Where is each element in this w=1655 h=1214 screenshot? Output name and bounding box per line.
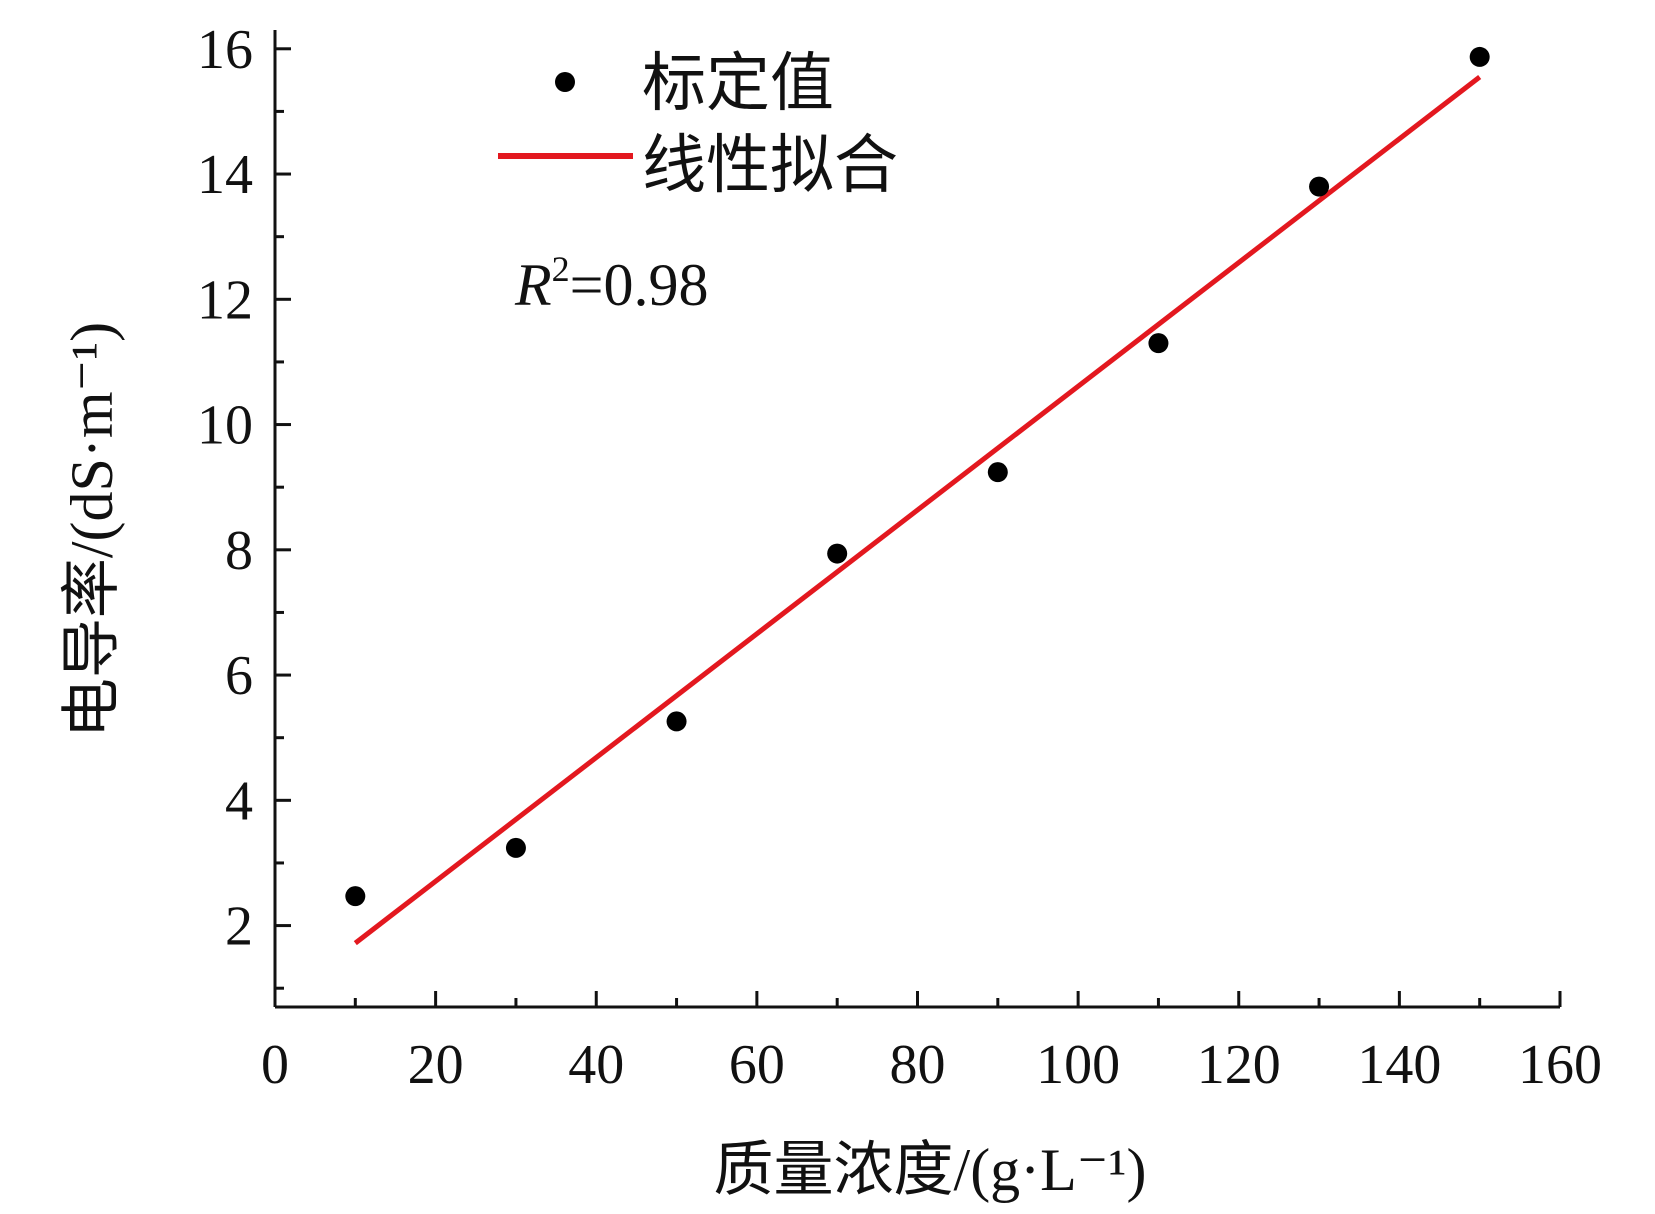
y-tick-label: 16 — [197, 19, 253, 81]
x-tick-label: 60 — [729, 1034, 785, 1096]
y-tick-label: 10 — [197, 395, 253, 457]
y-axis-ticks: 2 4 6 8 10 12 14 16 — [197, 19, 291, 990]
x-tick-label: 80 — [890, 1034, 946, 1096]
data-point — [505, 837, 526, 858]
data-point — [345, 886, 366, 907]
data-point — [666, 711, 687, 732]
fit-line — [353, 74, 1482, 946]
x-tick-label: 120 — [1197, 1034, 1281, 1096]
x-tick-label: 140 — [1357, 1034, 1441, 1096]
y-tick-label: 14 — [197, 144, 253, 206]
y-tick-label: 4 — [225, 770, 253, 832]
legend-marker-scatter — [555, 72, 575, 92]
data-point — [987, 462, 1008, 483]
legend-label-scatter: 标定值 — [642, 48, 834, 119]
data-points-layer — [345, 46, 1490, 907]
x-tick-label: 20 — [408, 1034, 464, 1096]
x-axis-title: 质量浓度/(g·L⁻¹) — [714, 1137, 1147, 1203]
y-tick-label: 2 — [225, 896, 253, 958]
fit-line-layer — [353, 74, 1482, 946]
r-squared-variable: R — [514, 252, 552, 318]
y-tick-label: 6 — [225, 645, 253, 707]
data-point — [1469, 46, 1490, 67]
r-squared-value: =0.98 — [570, 252, 709, 318]
r-squared-superscript: 2 — [552, 249, 570, 289]
x-tick-label: 100 — [1036, 1034, 1120, 1096]
y-tick-label: 8 — [225, 520, 253, 582]
legend: 标定值 线性拟合 — [498, 48, 898, 201]
x-tick-label: 0 — [261, 1034, 289, 1096]
data-point — [1309, 176, 1330, 197]
y-axis-title: 电导率/(dS·m⁻¹) — [59, 322, 125, 738]
x-tick-label: 40 — [568, 1034, 624, 1096]
data-point — [827, 543, 848, 564]
y-tick-label: 12 — [197, 269, 253, 331]
x-axis-ticks: 0 20 40 60 80 100 120 140 160 — [261, 991, 1602, 1096]
legend-label-line: 线性拟合 — [642, 130, 898, 201]
data-point — [1148, 333, 1169, 354]
x-tick-label: 160 — [1518, 1034, 1602, 1096]
r-squared-annotation: R2=0.98 — [514, 249, 709, 318]
